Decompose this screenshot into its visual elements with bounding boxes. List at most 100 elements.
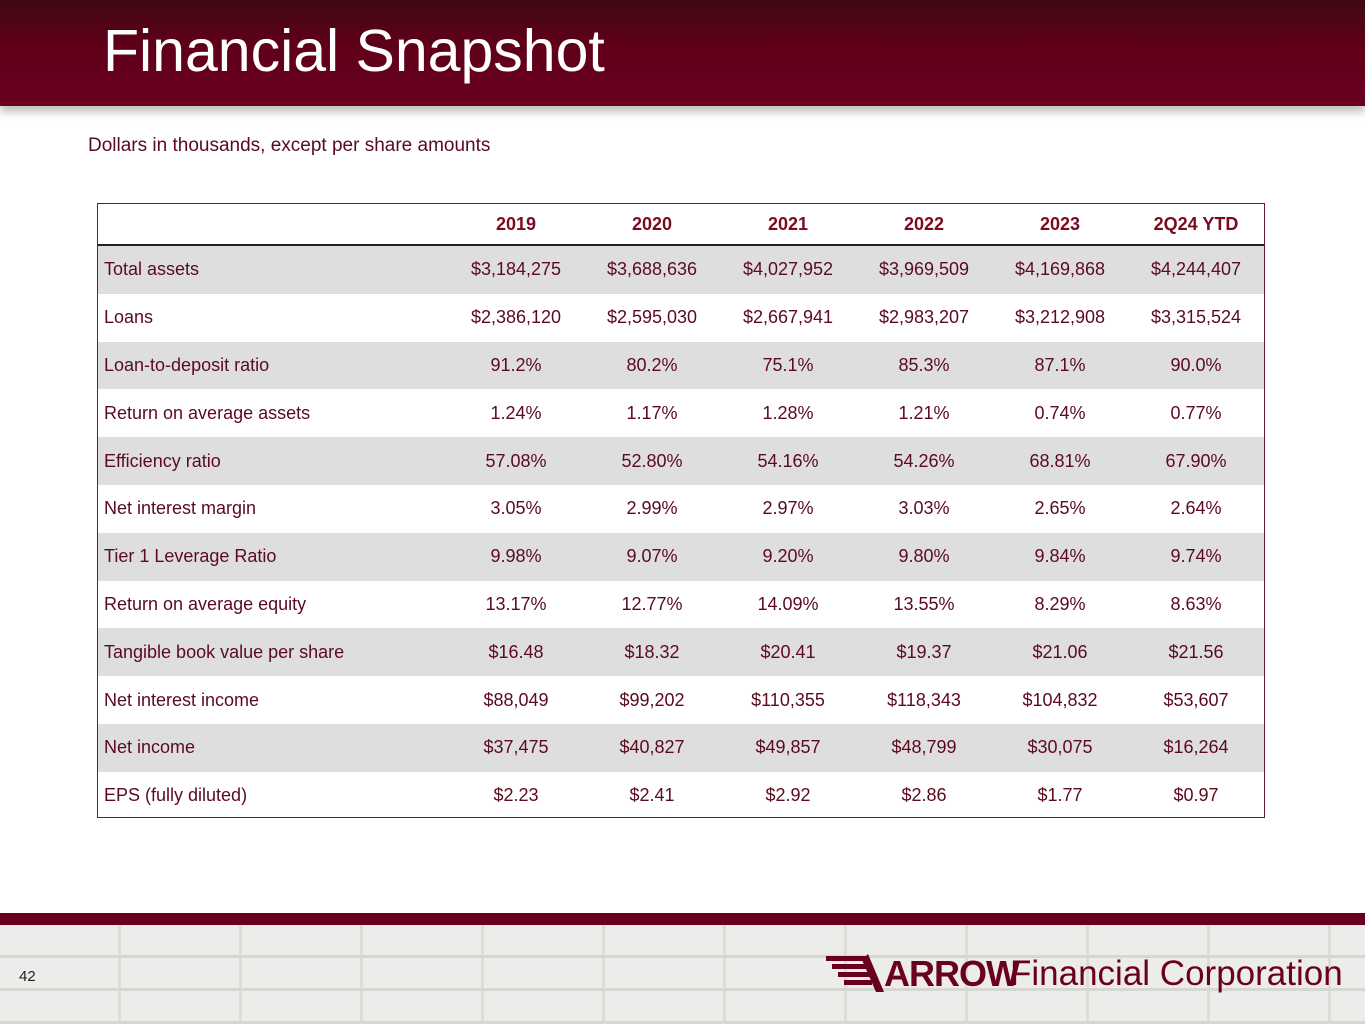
row-label: Net income bbox=[98, 723, 448, 772]
row-value: 1.17% bbox=[626, 402, 678, 423]
table-row: Efficiency ratio 57.08% 52.80% 54.16% 54.26%… bbox=[98, 437, 1264, 485]
row-value: 1.28% bbox=[762, 402, 814, 423]
row-label: Tangible book value per share bbox=[98, 628, 448, 677]
row-value: 90.0% bbox=[1128, 341, 1264, 390]
row-value: $2.41 bbox=[629, 785, 675, 806]
row-value: $2.92 bbox=[765, 785, 811, 806]
logo-company-text: Financial Corporation bbox=[1010, 954, 1343, 993]
table-row: Loans $2,386,120 $2,595,030 $2,667,941 $2,98… bbox=[98, 294, 1264, 342]
table-row: Tier 1 Leverage Ratio 9.98% 9.07% 9.20% 9.80… bbox=[98, 532, 1264, 581]
row-value: $18.32 bbox=[584, 628, 720, 677]
arrow-logo-icon bbox=[826, 954, 884, 992]
row-value: 87.1% bbox=[992, 341, 1128, 390]
row-value: $53,607 bbox=[1163, 689, 1229, 710]
row-value: 9.07% bbox=[584, 532, 720, 581]
table-row: Tangible book value per share $16.48 $18.3… bbox=[98, 628, 1264, 677]
row-value: 8.29% bbox=[1034, 593, 1086, 614]
table-body: Total assets $3,184,275 $3,688,636 $4,027,9… bbox=[98, 245, 1264, 820]
row-value: $99,202 bbox=[619, 689, 685, 710]
table-row: Net income $37,475 $40,827 $49,857 $48,799 $3… bbox=[98, 723, 1264, 772]
page-number: 42 bbox=[19, 968, 36, 985]
row-value: 14.09% bbox=[757, 593, 819, 614]
row-label: Return on average assets bbox=[104, 402, 311, 423]
row-value: 80.2% bbox=[584, 341, 720, 390]
row-value: 1.21% bbox=[898, 402, 950, 423]
row-value: $3,212,908 bbox=[1014, 307, 1106, 328]
row-value: 8.63% bbox=[1170, 593, 1222, 614]
row-value: $2.23 bbox=[493, 785, 539, 806]
company-logo: ARROW Financial Corporation bbox=[824, 950, 1354, 998]
row-value: $48,799 bbox=[856, 723, 992, 772]
row-value: $1.77 bbox=[1037, 785, 1083, 806]
row-value: 3.03% bbox=[898, 498, 950, 519]
row-value: $4,169,868 bbox=[992, 245, 1128, 294]
row-label: Tier 1 Leverage Ratio bbox=[98, 532, 448, 581]
row-value: $49,857 bbox=[720, 723, 856, 772]
row-value: 13.55% bbox=[893, 593, 955, 614]
row-value: 54.26% bbox=[856, 437, 992, 485]
financial-data-table: 2019 2020 2021 2022 2023 2Q24 YTD Total asset… bbox=[98, 204, 1264, 820]
row-value: 13.17% bbox=[485, 593, 547, 614]
table-row: EPS (fully diluted) $2.23 $2.41 $2.92 $2.86 $… bbox=[98, 772, 1264, 820]
row-value: 54.16% bbox=[720, 437, 856, 485]
logo-brand-text: ARROW bbox=[884, 953, 1020, 994]
row-value: $2,386,120 bbox=[470, 307, 562, 328]
row-value: 75.1% bbox=[720, 341, 856, 390]
row-value: 9.20% bbox=[720, 532, 856, 581]
row-value: $2,595,030 bbox=[606, 307, 698, 328]
financial-table: 2019 2020 2021 2022 2023 2Q24 YTD Total asset… bbox=[97, 203, 1265, 818]
row-value: $30,075 bbox=[992, 723, 1128, 772]
row-value: $37,475 bbox=[448, 723, 584, 772]
title-bar: Financial Snapshot bbox=[0, 0, 1365, 106]
header-cell-year: 2019 bbox=[448, 204, 584, 246]
page-title: Financial Snapshot bbox=[103, 18, 605, 84]
row-value: $16,264 bbox=[1128, 723, 1264, 772]
table-row: Return on average equity 13.17% 12.77% 14.0… bbox=[98, 581, 1264, 629]
row-value: 52.80% bbox=[584, 437, 720, 485]
row-value: $40,827 bbox=[584, 723, 720, 772]
row-value: 9.98% bbox=[448, 532, 584, 581]
row-value: 9.74% bbox=[1128, 532, 1264, 581]
row-value: 2.97% bbox=[762, 498, 814, 519]
row-label: Loan-to-deposit ratio bbox=[98, 341, 448, 390]
row-value: $104,832 bbox=[1022, 689, 1098, 710]
header-cell-year: 2021 bbox=[720, 204, 856, 246]
row-value: $2,667,941 bbox=[742, 307, 834, 328]
row-value: $110,355 bbox=[751, 689, 825, 710]
header-cell-year: 2Q24 YTD bbox=[1128, 204, 1264, 246]
row-label: Net interest income bbox=[104, 689, 260, 710]
row-label: Return on average equity bbox=[104, 593, 307, 614]
row-value: 91.2% bbox=[448, 341, 584, 390]
row-value: $0.97 bbox=[1173, 785, 1219, 806]
row-label: Net interest margin bbox=[104, 498, 257, 519]
row-value: 1.24% bbox=[490, 402, 542, 423]
row-value: $21.06 bbox=[992, 628, 1128, 677]
table-row: Total assets $3,184,275 $3,688,636 $4,027,9… bbox=[98, 245, 1264, 294]
table-row: Net interest margin 3.05% 2.99% 2.97% 3.03% 2… bbox=[98, 485, 1264, 533]
row-value: $118,343 bbox=[887, 689, 961, 710]
row-value: $19.37 bbox=[856, 628, 992, 677]
header-cell-year: 2023 bbox=[992, 204, 1128, 246]
row-value: $3,315,524 bbox=[1150, 307, 1242, 328]
row-value: $2.86 bbox=[901, 785, 947, 806]
row-value: 9.84% bbox=[992, 532, 1128, 581]
row-value: 2.99% bbox=[626, 498, 678, 519]
row-label: Loans bbox=[104, 307, 154, 328]
row-value: $88,049 bbox=[483, 689, 549, 710]
row-value: 0.77% bbox=[1170, 402, 1222, 423]
row-value: 0.74% bbox=[1034, 402, 1086, 423]
row-value: 2.65% bbox=[1034, 498, 1086, 519]
row-value: 9.80% bbox=[856, 532, 992, 581]
row-value: $21.56 bbox=[1128, 628, 1264, 677]
row-value: 67.90% bbox=[1128, 437, 1264, 485]
row-label: Efficiency ratio bbox=[98, 437, 448, 485]
row-value: 3.05% bbox=[490, 498, 542, 519]
row-value: $2,983,207 bbox=[878, 307, 970, 328]
footer-brick-background bbox=[0, 925, 1365, 1024]
row-label: Total assets bbox=[98, 245, 448, 294]
table-row: Return on average assets 1.24% 1.17% 1.28% 1… bbox=[98, 389, 1264, 437]
header-cell-year: 2022 bbox=[856, 204, 992, 246]
table-row: Net interest income $88,049 $99,202 $110,35… bbox=[98, 676, 1264, 724]
row-value: 2.64% bbox=[1170, 498, 1222, 519]
row-value: $3,184,275 bbox=[448, 245, 584, 294]
